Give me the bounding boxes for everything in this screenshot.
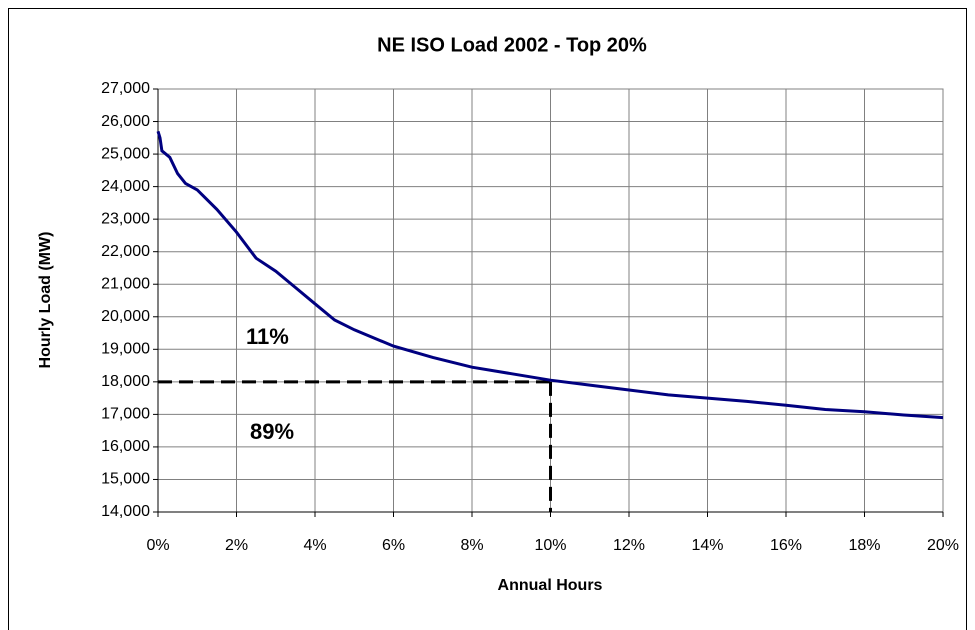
x-tick-label: 2% <box>225 537 248 554</box>
annotation: 11% <box>246 324 289 349</box>
x-tick-label: 4% <box>303 537 326 554</box>
chart-title: NE ISO Load 2002 - Top 20% <box>377 34 647 56</box>
y-tick-label: 17,000 <box>101 406 150 423</box>
y-tick-label: 26,000 <box>101 113 150 130</box>
y-tick-label: 24,000 <box>101 178 150 195</box>
y-tick-label: 15,000 <box>101 471 150 488</box>
annotation: 89% <box>250 419 294 444</box>
y-tick-label: 22,000 <box>101 243 150 260</box>
y-tick-label: 27,000 <box>101 80 150 97</box>
x-tick-label: 6% <box>382 537 405 554</box>
y-tick-label: 23,000 <box>101 210 150 227</box>
x-tick-label: 14% <box>691 537 723 554</box>
data-line <box>156 130 944 420</box>
y-tick-label: 18,000 <box>101 373 150 390</box>
y-tick-label: 19,000 <box>101 341 150 358</box>
x-tick-label: 8% <box>460 537 483 554</box>
x-tick-label: 20% <box>927 537 959 554</box>
y-axis-title: Hourly Load (MW) <box>37 232 54 369</box>
y-tick-label: 21,000 <box>101 275 150 292</box>
x-tick-label: 18% <box>848 537 880 554</box>
y-tick-label: 20,000 <box>101 308 150 325</box>
y-tick-label: 14,000 <box>101 503 150 520</box>
x-tick-label: 16% <box>770 537 802 554</box>
y-tick-label: 25,000 <box>101 145 150 162</box>
x-axis-title: Annual Hours <box>498 577 603 594</box>
x-tick-label: 10% <box>534 537 566 554</box>
x-tick-label: 0% <box>146 537 169 554</box>
y-tick-label: 16,000 <box>101 438 150 455</box>
x-tick-label: 12% <box>613 537 645 554</box>
